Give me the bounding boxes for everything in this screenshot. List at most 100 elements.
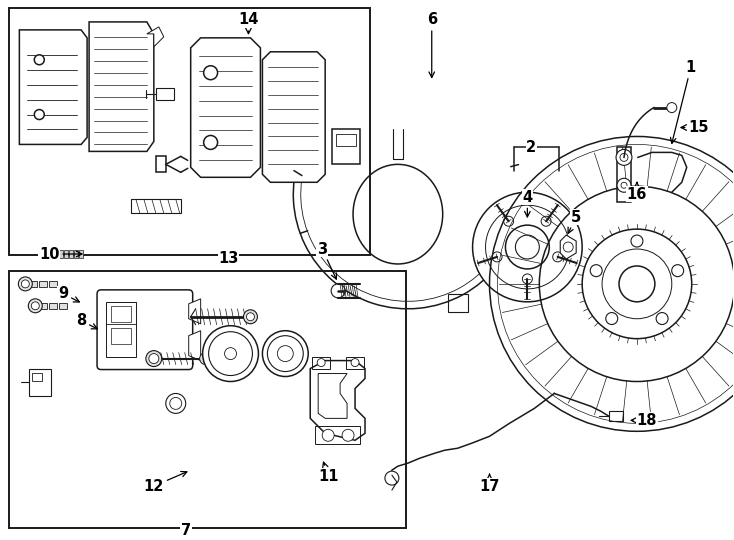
Polygon shape	[89, 22, 154, 151]
Circle shape	[18, 277, 32, 291]
Circle shape	[277, 346, 294, 362]
Text: 13: 13	[218, 252, 239, 266]
Polygon shape	[263, 52, 325, 183]
Bar	[49, 281, 57, 287]
Circle shape	[225, 348, 236, 360]
Circle shape	[506, 225, 549, 269]
Text: 8: 8	[76, 313, 98, 329]
Text: 9: 9	[58, 286, 79, 302]
Text: 6: 6	[426, 12, 437, 78]
Polygon shape	[189, 299, 200, 324]
Circle shape	[203, 66, 217, 80]
Bar	[29, 281, 37, 287]
Text: 14: 14	[239, 12, 258, 33]
Bar	[59, 250, 63, 258]
Bar	[29, 369, 51, 396]
Text: 2: 2	[526, 140, 537, 155]
Text: 4: 4	[523, 190, 532, 217]
Circle shape	[247, 313, 255, 321]
Text: 10: 10	[39, 246, 82, 261]
Circle shape	[244, 310, 258, 324]
Circle shape	[170, 397, 182, 409]
Text: 15: 15	[681, 120, 709, 135]
Circle shape	[208, 332, 252, 375]
Bar	[333, 130, 360, 164]
Circle shape	[485, 205, 569, 289]
Circle shape	[29, 299, 43, 313]
Circle shape	[267, 336, 303, 372]
Bar	[10, 8, 370, 255]
Circle shape	[620, 153, 628, 161]
Bar	[156, 157, 166, 172]
Circle shape	[322, 429, 334, 441]
Bar	[59, 303, 68, 309]
Circle shape	[32, 302, 40, 310]
Bar	[49, 303, 57, 309]
Bar	[40, 281, 47, 287]
Text: 7: 7	[181, 523, 191, 538]
Circle shape	[34, 55, 44, 65]
Circle shape	[317, 359, 325, 367]
Circle shape	[342, 429, 354, 441]
Circle shape	[385, 471, 399, 485]
Circle shape	[515, 235, 539, 259]
Bar	[609, 411, 623, 421]
Circle shape	[263, 330, 308, 376]
Bar	[106, 302, 136, 356]
Bar	[10, 271, 406, 528]
Bar	[64, 250, 68, 258]
Bar	[315, 426, 360, 444]
Circle shape	[146, 350, 161, 367]
Circle shape	[34, 110, 44, 119]
Circle shape	[473, 192, 582, 302]
Circle shape	[541, 216, 551, 226]
Circle shape	[617, 178, 631, 192]
Circle shape	[203, 136, 217, 150]
Polygon shape	[319, 374, 347, 418]
FancyBboxPatch shape	[97, 290, 193, 369]
Text: 3: 3	[317, 241, 336, 279]
Bar	[131, 199, 181, 213]
Circle shape	[166, 394, 186, 414]
Polygon shape	[147, 27, 164, 47]
Bar	[336, 134, 356, 146]
Circle shape	[631, 235, 643, 247]
Bar	[79, 250, 83, 258]
Polygon shape	[560, 235, 576, 259]
Circle shape	[351, 359, 359, 367]
Circle shape	[666, 103, 677, 112]
Text: 17: 17	[479, 475, 500, 494]
Bar	[74, 250, 78, 258]
Circle shape	[149, 354, 159, 363]
Circle shape	[616, 150, 632, 165]
Bar	[312, 356, 330, 369]
Circle shape	[200, 353, 211, 364]
Bar	[617, 147, 631, 202]
Circle shape	[590, 265, 602, 276]
Bar	[32, 373, 43, 381]
Bar	[40, 303, 47, 309]
Text: 18: 18	[631, 413, 657, 428]
Bar	[69, 250, 73, 258]
Circle shape	[21, 280, 29, 288]
Text: 11: 11	[318, 462, 338, 484]
Bar	[448, 294, 468, 312]
Polygon shape	[189, 330, 200, 361]
Text: 16: 16	[627, 183, 647, 202]
Circle shape	[331, 284, 345, 298]
Circle shape	[563, 242, 573, 252]
Circle shape	[44, 247, 58, 261]
Circle shape	[606, 313, 618, 325]
Bar	[111, 306, 131, 322]
Circle shape	[553, 252, 563, 262]
Circle shape	[656, 313, 668, 325]
Text: 5: 5	[568, 210, 581, 233]
Bar	[346, 356, 364, 369]
Text: 1: 1	[670, 60, 696, 143]
Circle shape	[492, 252, 502, 262]
Circle shape	[619, 266, 655, 302]
Circle shape	[523, 274, 532, 284]
Circle shape	[621, 183, 627, 188]
Polygon shape	[19, 30, 87, 144]
Text: 12: 12	[144, 471, 187, 494]
